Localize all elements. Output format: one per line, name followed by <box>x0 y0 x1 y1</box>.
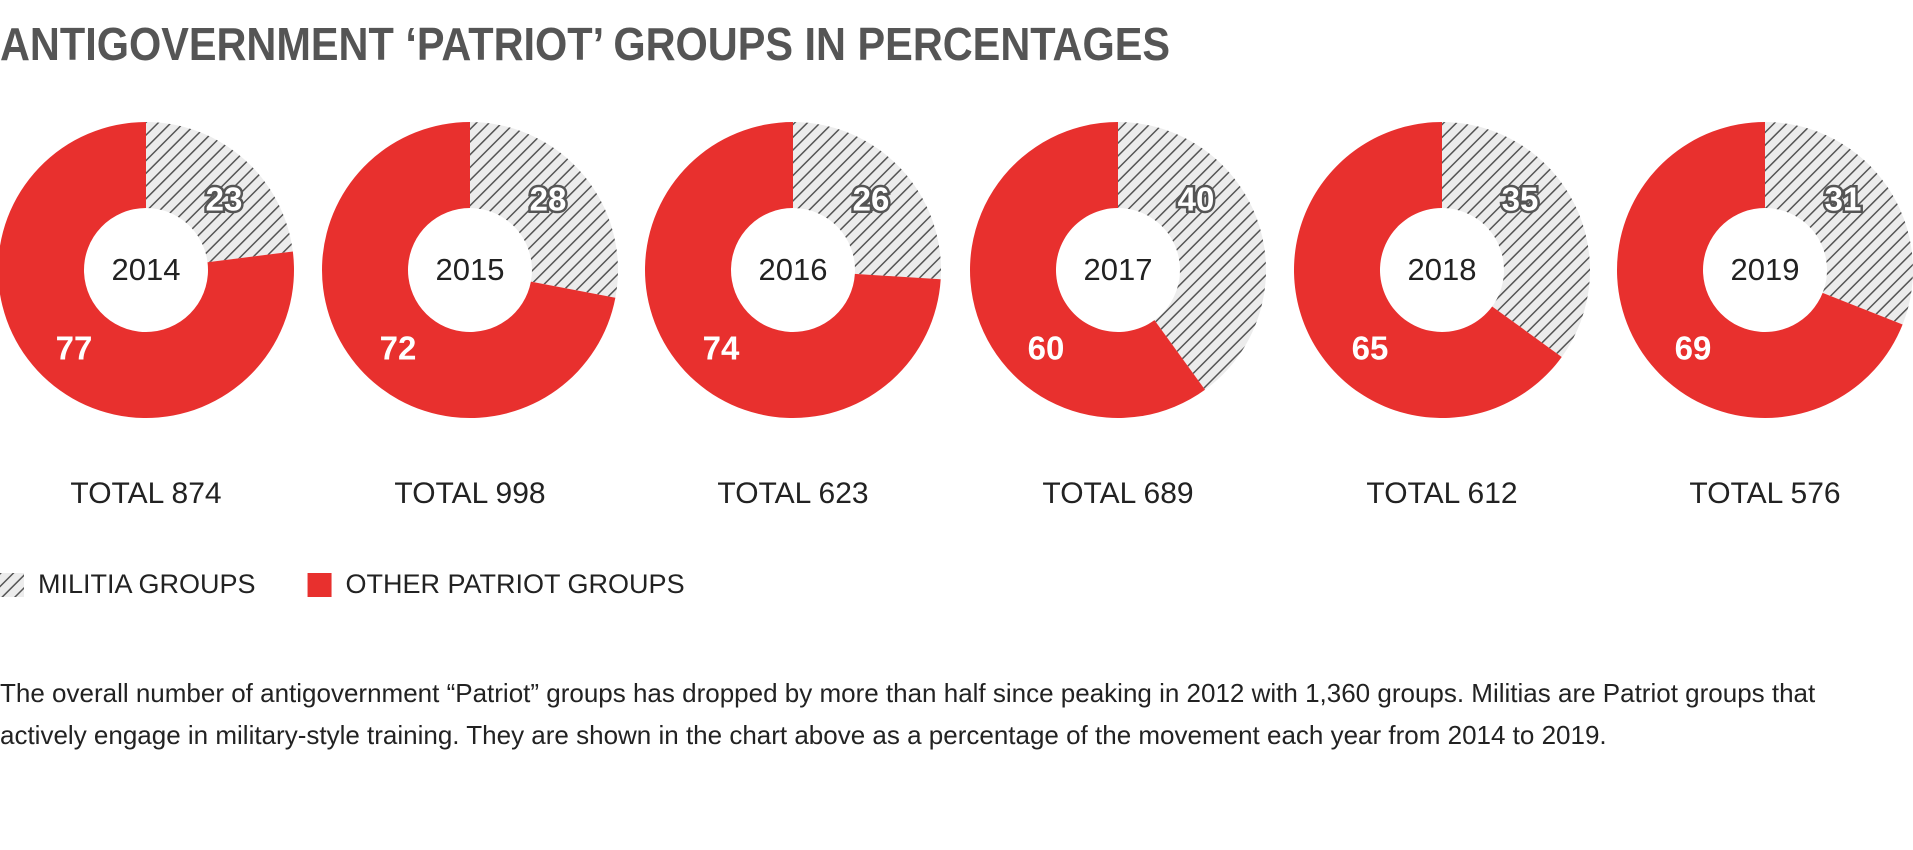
slice-label: 65 <box>1352 330 1389 367</box>
legend-label: OTHER PATRIOT GROUPS <box>346 569 685 599</box>
slice <box>793 122 941 280</box>
center-label: 2019 <box>1731 252 1800 287</box>
slice <box>645 122 941 418</box>
total-label: TOTAL 612 <box>1366 477 1517 510</box>
slice-label: 26 <box>853 181 890 218</box>
center-label: 2017 <box>1084 252 1153 287</box>
legend-swatch <box>307 573 332 597</box>
slice <box>1118 122 1266 390</box>
slice-label: 60 <box>1028 330 1065 367</box>
center-label: 2014 <box>112 252 181 287</box>
slice <box>969 122 1205 418</box>
center-label: 2016 <box>759 252 828 287</box>
slice <box>322 122 616 419</box>
chart: ANTIGOVERNMENT ‘PATRIOT’ GROUPS IN PERCE… <box>0 18 1913 599</box>
slice-label: 72 <box>380 330 417 367</box>
slice-label: 31 <box>1825 181 1862 218</box>
slice <box>470 122 618 298</box>
slice-label: 23 <box>206 181 243 218</box>
legend-swatch <box>0 573 24 597</box>
center-label: 2015 <box>436 252 505 287</box>
total-label: TOTAL 874 <box>70 477 221 510</box>
slice <box>1616 122 1903 419</box>
slice <box>1765 122 1913 325</box>
total-label: TOTAL 576 <box>1689 477 1840 510</box>
slice <box>0 122 294 418</box>
slice-label: 28 <box>530 181 567 218</box>
slice <box>1442 122 1590 357</box>
total-label: TOTAL 623 <box>717 477 868 510</box>
center-label: 2018 <box>1408 252 1477 287</box>
slice-label: 77 <box>56 330 93 367</box>
slice-label: 69 <box>1675 330 1712 367</box>
total-label: TOTAL 998 <box>394 477 545 510</box>
slice-label: 74 <box>703 330 740 367</box>
slice <box>146 122 293 263</box>
slice-label: 40 <box>1178 181 1215 218</box>
total-label: TOTAL 689 <box>1042 477 1193 510</box>
slice <box>1293 122 1562 419</box>
legend-label: MILITIA GROUPS <box>38 569 256 599</box>
slice-label: 35 <box>1502 181 1539 218</box>
note: The overall number of antigovernment “Pa… <box>0 678 1816 750</box>
chart-title: ANTIGOVERNMENT ‘PATRIOT’ GROUPS IN PERCE… <box>0 18 1170 70</box>
